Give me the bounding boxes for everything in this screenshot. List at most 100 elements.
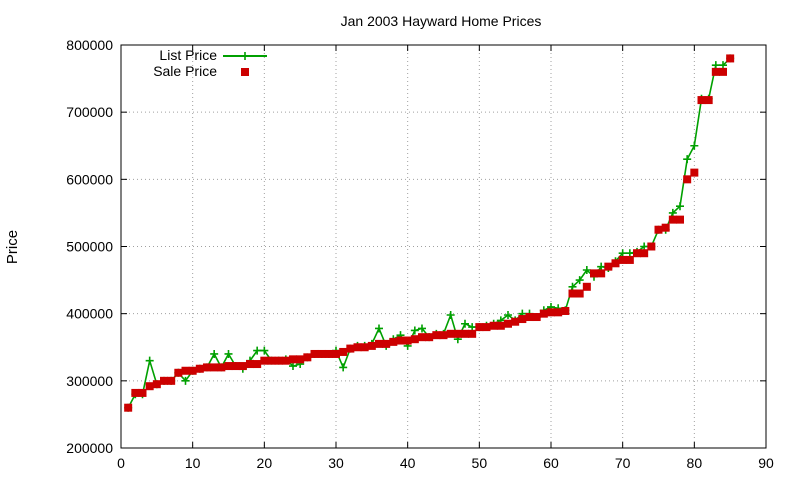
sale-price-point — [317, 349, 326, 358]
list-price-point — [683, 155, 692, 164]
sale-price-point — [181, 366, 190, 375]
sale-price-point — [210, 363, 219, 372]
x-tick-label: 40 — [400, 455, 416, 471]
sale-price-point — [367, 341, 376, 350]
sale-price-point — [453, 329, 462, 338]
list-price-point — [582, 266, 591, 275]
sale-price-point — [618, 255, 627, 264]
list-price-point — [446, 311, 455, 320]
list-price-point — [668, 208, 677, 217]
list-price-point — [210, 349, 219, 358]
sale-price-point — [668, 215, 677, 224]
list-price-point — [375, 324, 383, 333]
sale-price-point — [446, 329, 455, 338]
y-tick-label: 800000 — [66, 37, 113, 53]
sale-price-point — [231, 362, 240, 371]
list-price-point — [640, 242, 649, 251]
sale-price-point — [597, 269, 606, 278]
sale-price-point — [425, 333, 434, 342]
sale-price-point — [339, 347, 348, 356]
sale-price-point — [661, 223, 670, 232]
sale-price-point — [647, 242, 656, 251]
sale-price-point — [174, 368, 183, 377]
sale-price-point — [296, 355, 305, 364]
legend-swatch-sale-price — [241, 68, 249, 76]
sale-price-point — [310, 349, 319, 358]
sale-price-point — [138, 388, 147, 397]
sale-price-point — [238, 362, 247, 371]
sale-price-point — [582, 282, 591, 291]
list-price-point — [339, 363, 348, 372]
list-price-point — [410, 326, 419, 335]
y-axis-label: Price — [4, 230, 21, 264]
sale-price-point — [396, 336, 405, 345]
list-price-point — [618, 249, 627, 258]
sale-price-point — [160, 376, 168, 385]
sale-price-point — [654, 225, 663, 234]
sale-price-point — [418, 333, 426, 342]
x-tick-label: 70 — [615, 455, 631, 471]
sale-price-point — [568, 289, 577, 298]
list-price-point — [625, 249, 634, 258]
sale-price-point — [360, 343, 369, 352]
sale-price-point — [246, 360, 254, 369]
legend-label-list-price: List Price — [159, 47, 217, 63]
sale-price-point — [532, 313, 541, 322]
sale-price-point — [188, 366, 197, 375]
list-price-point — [260, 346, 269, 355]
sale-price-point — [719, 67, 727, 76]
sale-price-point — [683, 175, 692, 184]
sale-price-point — [504, 319, 512, 328]
sale-price-point — [439, 331, 448, 340]
list-price-point — [690, 141, 699, 150]
y-tick-label: 400000 — [66, 306, 113, 322]
sale-price-point — [195, 364, 204, 373]
list-price-point — [289, 362, 297, 371]
list-price-point — [711, 61, 720, 70]
sale-price-point — [382, 339, 391, 348]
sale-price-point — [697, 96, 706, 105]
x-tick-label: 30 — [328, 455, 344, 471]
sale-price-point — [274, 356, 283, 365]
list-price-point — [468, 323, 477, 332]
y-tick-label: 200000 — [66, 440, 113, 456]
sale-price-point — [253, 360, 262, 369]
sale-price-point — [496, 321, 505, 330]
sale-price-point — [145, 382, 154, 391]
sale-price-point — [410, 335, 419, 344]
x-tick-label: 0 — [117, 455, 125, 471]
sale-price-point — [676, 215, 684, 224]
y-tick-label: 700000 — [66, 104, 113, 120]
x-tick-label: 50 — [472, 455, 488, 471]
chart-title: Jan 2003 Hayward Home Prices — [341, 13, 542, 29]
sale-price-point — [167, 376, 176, 385]
sale-price-point — [625, 255, 634, 264]
sale-price-point — [640, 249, 649, 258]
sale-price-point — [489, 321, 498, 330]
sale-price-point — [260, 356, 269, 365]
axis-ticks: 0 10 20 30 40 50 60 70 80 90 200000 300000 400000 500… — [66, 37, 774, 471]
list-price-point — [418, 324, 426, 333]
sale-price-point — [389, 337, 398, 346]
list-price-point — [253, 346, 262, 355]
sale-price-point — [525, 313, 534, 322]
sale-price-point — [518, 315, 527, 324]
legend: List Price Sale Price — [153, 47, 267, 79]
sale-price-point — [267, 356, 276, 365]
list-price-point — [181, 376, 190, 385]
list-price-point — [461, 319, 469, 328]
sale-price-point — [711, 67, 720, 76]
sale-price-point — [633, 249, 641, 258]
y-tick-label: 600000 — [66, 171, 113, 187]
sale-price-point — [704, 96, 713, 105]
sale-price-point — [124, 403, 133, 412]
sale-price-point — [726, 54, 735, 63]
sale-price-point — [475, 323, 484, 332]
sale-price-point — [690, 168, 699, 177]
series-layer — [124, 54, 735, 412]
list-price-point — [504, 311, 512, 320]
x-tick-label: 80 — [687, 455, 703, 471]
list-price-point — [597, 262, 606, 271]
